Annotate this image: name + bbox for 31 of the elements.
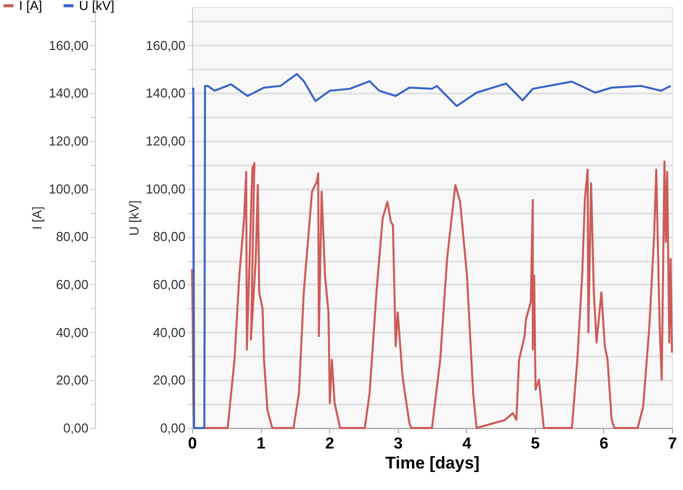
y2-tick-label: 120,00	[146, 133, 186, 148]
x-tick-label: 2	[325, 436, 334, 452]
y-tick-label: 100,00	[48, 181, 88, 196]
y2-axis-title: U [kV]	[126, 200, 142, 236]
x-tick-label: 0	[188, 436, 198, 452]
x-tick-label: 3	[394, 436, 403, 452]
y-tick-label: 40,00	[56, 324, 88, 340]
y-tick-label: 160,00	[48, 38, 88, 53]
x-tick-label: 4	[462, 436, 472, 452]
x-tick-label: 1	[256, 436, 266, 452]
y2-tick-label: 0,00	[160, 420, 186, 436]
y2-tick-label: 160,00	[146, 38, 186, 53]
y-tick-label: 140,00	[48, 86, 88, 101]
y-axis-title: I [A]	[30, 206, 45, 230]
legend-label: U [kV]	[79, 0, 114, 13]
y2-tick-label: 20,00	[152, 372, 186, 388]
y-tick-label: 80,00	[56, 229, 88, 244]
y-tick-label: 0,00	[63, 420, 88, 436]
y-tick-label: 20,00	[56, 372, 88, 388]
y2-tick-label: 100,00	[146, 181, 186, 196]
x-tick-label: 5	[530, 436, 540, 452]
x-tick-label: 7	[668, 436, 678, 452]
y-tick-label: 120,00	[48, 133, 88, 148]
legend-label: I [A]	[19, 0, 42, 13]
x-tick-label: 6	[599, 436, 608, 452]
y2-tick-label: 60,00	[152, 276, 186, 292]
y2-tick-label: 80,00	[152, 229, 186, 244]
y2-tick-label: 140,00	[146, 86, 186, 101]
y-tick-label: 60,00	[56, 276, 88, 292]
x-axis-title: Time [days]	[385, 454, 480, 472]
y2-tick-label: 40,00	[152, 324, 186, 340]
